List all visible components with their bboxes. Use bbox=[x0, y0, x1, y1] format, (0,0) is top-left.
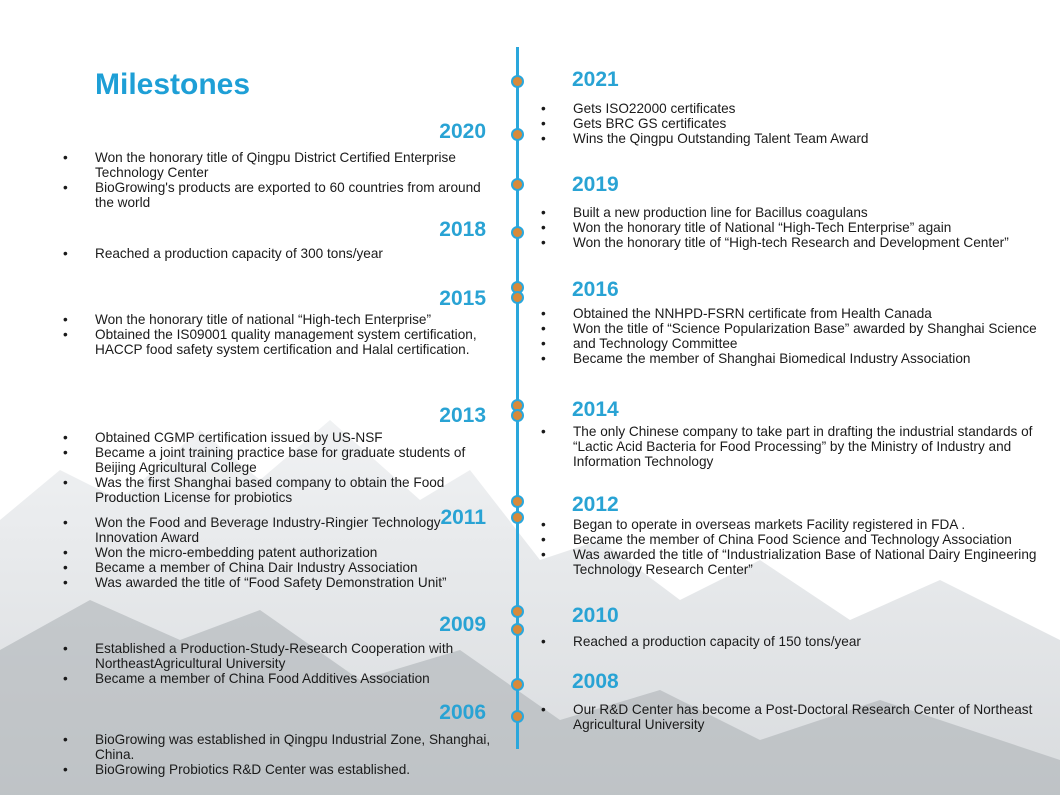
milestone-item: Won the Food and Beverage Industry-Ringi… bbox=[63, 515, 503, 545]
timeline-dot-icon bbox=[511, 178, 524, 191]
milestone-list: Won the honorary title of national “High… bbox=[63, 312, 503, 357]
milestone-list: Our R&D Center has become a Post-Doctora… bbox=[541, 702, 1056, 732]
milestone-item: BioGrowing was established in Qingpu Ind… bbox=[63, 732, 503, 762]
page-title: Milestones bbox=[95, 68, 251, 101]
milestone-item: Became a joint training practice base fo… bbox=[63, 445, 503, 475]
timeline-dot-icon bbox=[511, 605, 524, 618]
milestone-item: Gets BRC GS certificates bbox=[541, 116, 1056, 131]
milestone-list: Obtained the NNHPD-FSRN certificate from… bbox=[541, 306, 1056, 366]
milestone-item: Reached a production capacity of 300 ton… bbox=[63, 246, 503, 261]
milestone-item: Won the micro-embedding patent authoriza… bbox=[63, 545, 503, 560]
milestone-item: Established a Production-Study-Research … bbox=[63, 641, 503, 671]
milestone-list: Won the Food and Beverage Industry-Ringi… bbox=[63, 515, 503, 590]
milestone-item: Became the member of China Food Science … bbox=[541, 532, 1056, 547]
timeline-dot-icon bbox=[511, 623, 524, 636]
milestone-item: Became the member of Shanghai Biomedical… bbox=[541, 351, 1056, 366]
timeline-dot-icon bbox=[511, 710, 524, 723]
milestone-item: Was awarded the title of “Industrializat… bbox=[541, 547, 1056, 577]
milestone-item: BioGrowing's products are exported to 60… bbox=[63, 180, 503, 210]
milestone-item: Won the honorary title of national “High… bbox=[63, 312, 503, 327]
milestone-list: Reached a production capacity of 300 ton… bbox=[63, 246, 503, 261]
milestone-item: The only Chinese company to take part in… bbox=[541, 424, 1056, 469]
year-heading: 2006 bbox=[439, 701, 486, 724]
milestone-list: Gets ISO22000 certificatesGets BRC GS ce… bbox=[541, 101, 1056, 146]
milestone-item: Reached a production capacity of 150 ton… bbox=[541, 634, 1056, 649]
milestone-list: Obtained CGMP certification issued by US… bbox=[63, 430, 503, 505]
timeline-dot-icon bbox=[511, 75, 524, 88]
year-heading: 2010 bbox=[572, 604, 619, 627]
milestone-item: Became a member of China Dair Industry A… bbox=[63, 560, 503, 575]
milestone-item: Was the first Shanghai based company to … bbox=[63, 475, 503, 505]
year-heading: 2016 bbox=[572, 278, 619, 301]
year-heading: 2009 bbox=[439, 613, 486, 636]
milestone-list: BioGrowing was established in Qingpu Ind… bbox=[63, 732, 503, 777]
timeline-dot-icon bbox=[511, 495, 524, 508]
timeline-dot-icon bbox=[511, 409, 524, 422]
timeline-dot-icon bbox=[511, 128, 524, 141]
milestone-item: Obtained the IS09001 quality management … bbox=[63, 327, 503, 357]
milestone-item: Gets ISO22000 certificates bbox=[541, 101, 1056, 116]
year-heading: 2020 bbox=[439, 120, 486, 143]
year-heading: 2019 bbox=[572, 173, 619, 196]
milestone-item: Won the honorary title of National “High… bbox=[541, 220, 1056, 235]
year-heading: 2012 bbox=[572, 493, 619, 516]
year-heading: 2015 bbox=[439, 287, 486, 310]
milestone-item: Won the honorary title of Qingpu Distric… bbox=[63, 150, 503, 180]
year-heading: 2018 bbox=[439, 218, 486, 241]
milestone-list: Won the honorary title of Qingpu Distric… bbox=[63, 150, 503, 210]
milestone-list: Began to operate in overseas markets Fac… bbox=[541, 517, 1056, 577]
year-heading: 2013 bbox=[439, 404, 486, 427]
timeline-dot-icon bbox=[511, 226, 524, 239]
timeline-dot-icon bbox=[511, 678, 524, 691]
year-heading: 2008 bbox=[572, 670, 619, 693]
milestone-list: The only Chinese company to take part in… bbox=[541, 424, 1056, 469]
milestone-item: Became a member of China Food Additives … bbox=[63, 671, 503, 686]
milestone-list: Established a Production-Study-Research … bbox=[63, 641, 503, 686]
milestone-item: Built a new production line for Bacillus… bbox=[541, 205, 1056, 220]
milestone-item: BioGrowing Probiotics R&D Center was est… bbox=[63, 762, 503, 777]
milestone-list: Built a new production line for Bacillus… bbox=[541, 205, 1056, 250]
year-heading: 2021 bbox=[572, 68, 619, 91]
milestone-item: Obtained the NNHPD-FSRN certificate from… bbox=[541, 306, 1056, 321]
milestone-item: Began to operate in overseas markets Fac… bbox=[541, 517, 1056, 532]
timeline-dot-icon bbox=[511, 291, 524, 304]
milestone-item: Wins the Qingpu Outstanding Talent Team … bbox=[541, 131, 1056, 146]
milestone-item: Won the title of “Science Popularization… bbox=[541, 321, 1056, 336]
milestone-item: and Technology Committee bbox=[541, 336, 1056, 351]
milestone-item: Our R&D Center has become a Post-Doctora… bbox=[541, 702, 1056, 732]
timeline-line bbox=[516, 47, 519, 749]
milestone-item: Won the honorary title of “High-tech Res… bbox=[541, 235, 1056, 250]
milestone-item: Was awarded the title of “Food Safety De… bbox=[63, 575, 503, 590]
milestone-item: Obtained CGMP certification issued by US… bbox=[63, 430, 503, 445]
year-heading: 2014 bbox=[572, 398, 619, 421]
milestone-list: Reached a production capacity of 150 ton… bbox=[541, 634, 1056, 649]
timeline-dot-icon bbox=[511, 511, 524, 524]
